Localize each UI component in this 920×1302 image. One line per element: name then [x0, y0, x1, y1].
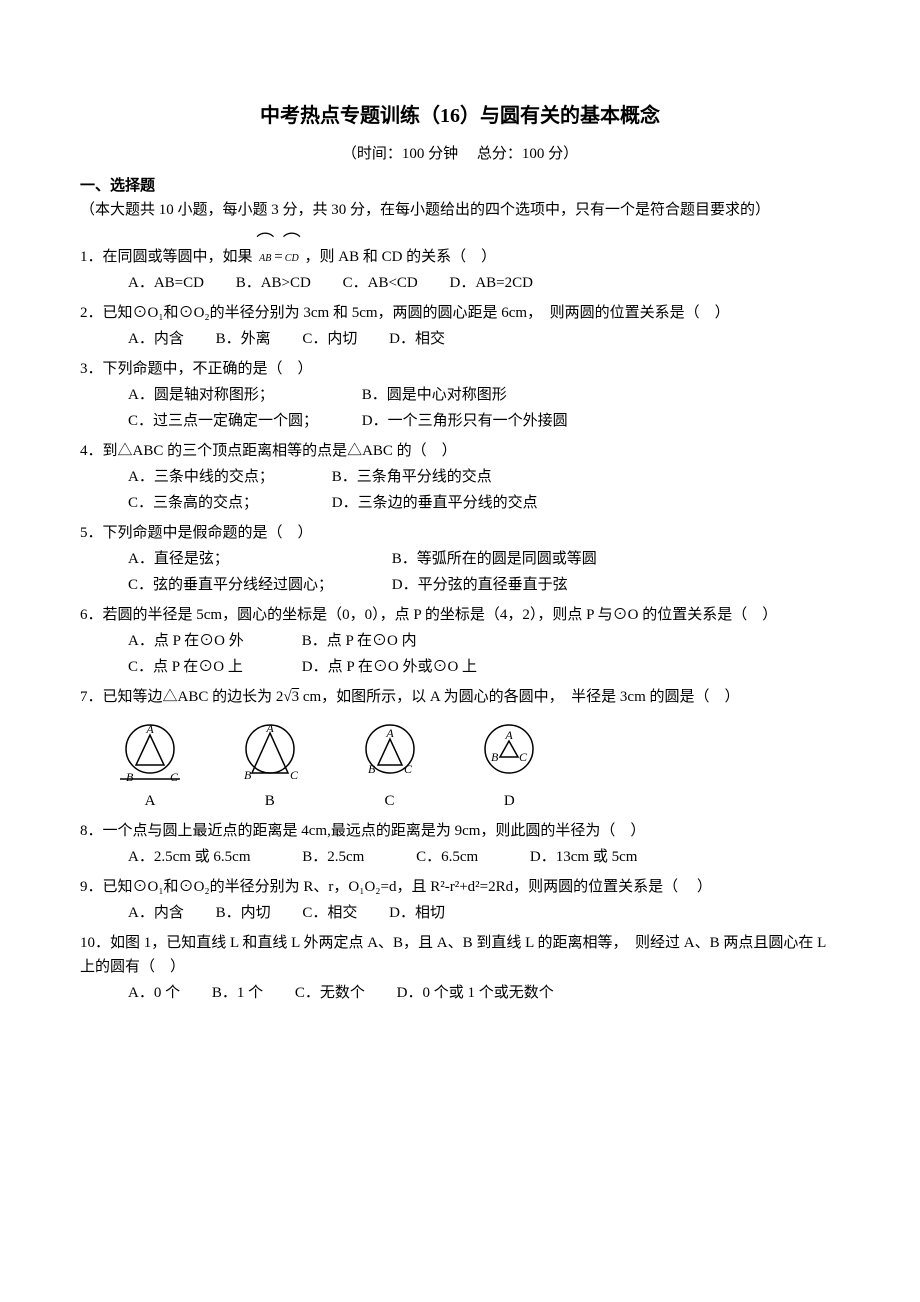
q5-opt-a: A．直径是弦； [128, 547, 388, 571]
question-6: 6．若圆的半径是 5cm，圆心的坐标是（0，0），点 P 的坐标是（4，2），则… [80, 603, 840, 679]
section-1-instructions: （本大题共 10 小题，每小题 3 分，共 30 分，在每小题给出的四个选项中，… [80, 202, 770, 218]
q6-opt-b: B．点 P 在⊙O 内 [302, 633, 417, 649]
q4-opt-c: C．三条高的交点； [128, 491, 328, 515]
svg-text:C: C [170, 770, 179, 784]
q9-opt-c: C．相交 [302, 901, 357, 925]
q8-opt-d: D．13cm 或 5cm [530, 845, 637, 869]
q7-prefix: 7．已知等边△ABC 的边长为 2 [80, 689, 283, 705]
svg-text:B: B [126, 770, 134, 784]
q6-opt-a: A．点 P 在⊙O 外 [128, 629, 298, 653]
diagram-d: A B C D [469, 719, 549, 813]
q5-opt-c: C．弦的垂直平分线经过圆心； [128, 573, 388, 597]
q5-options: A．直径是弦； B．等弧所在的圆是同圆或等圆 C．弦的垂直平分线经过圆心； D．… [128, 547, 840, 597]
diagram-c-label: C [350, 789, 430, 813]
q9-options: A．内含 B．内切 C．相交 D．相切 [128, 901, 840, 925]
q2-opt-b: B．外离 [216, 327, 271, 351]
arc-ab: ⌒AB [256, 228, 274, 267]
question-1: 1．在同圆或等圆中，如果 ⌒AB=⌒CD ，则 AB 和 CD 的关系（ ） A… [80, 228, 840, 295]
q6-opt-c: C．点 P 在⊙O 上 [128, 655, 298, 679]
q7-sqrt: 3 [292, 689, 300, 705]
q7-diagrams: A B C A A B C B A B C [110, 719, 840, 813]
question-10: 10．如图 1，已知直线 L 和直线 L 外两定点 A、B，且 A、B 到直线 … [80, 931, 840, 1005]
q1-options: A．AB=CD B．AB>CD C．AB<CD D．AB=2CD [128, 271, 840, 295]
svg-text:C: C [290, 768, 299, 782]
q4-opt-a: A．三条中线的交点； [128, 465, 328, 489]
q4-opt-d: D．三条边的垂直平分线的交点 [332, 495, 538, 511]
q10-options: A．0 个 B．1 个 C．无数个 D．0 个或 1 个或无数个 [128, 981, 840, 1005]
subtitle: （时间：100 分钟 总分：100 分） [80, 142, 840, 166]
q3-text: 3．下列命题中，不正确的是（ ） [80, 357, 840, 381]
section-1-label: 一、选择题 [80, 178, 155, 194]
question-2: 2．已知⊙O₁和⊙O₂的半径分别为 3cm 和 5cm，两圆的圆心距是 6cm，… [80, 301, 840, 351]
section-1-header: 一、选择题 （本大题共 10 小题，每小题 3 分，共 30 分，在每小题给出的四… [80, 174, 840, 222]
q10-opt-c: C．无数个 [295, 981, 365, 1005]
q1-opt-b: B．AB>CD [236, 271, 311, 295]
svg-text:A: A [505, 728, 514, 742]
svg-text:C: C [519, 750, 528, 764]
diagram-c: A B C C [350, 719, 430, 813]
q10-text: 10．如图 1，已知直线 L 和直线 L 外两定点 A、B，且 A、B 到直线 … [80, 931, 840, 979]
q2-opt-d: D．相交 [389, 327, 445, 351]
svg-text:A: A [145, 722, 154, 736]
q1-opt-d: D．AB=2CD [450, 271, 533, 295]
q8-opt-c: C．6.5cm [416, 845, 478, 869]
svg-text:B: B [491, 750, 499, 764]
diagram-a-label: A [110, 789, 190, 813]
q8-opt-b: B．2.5cm [302, 845, 364, 869]
page-title: 中考热点专题训练（16）与圆有关的基本概念 [80, 100, 840, 132]
q1-opt-c: C．AB<CD [343, 271, 418, 295]
question-9: 9．已知⊙O₁和⊙O₂的半径分别为 R、r，O₁O₂=d，且 R²-r²+d²=… [80, 875, 840, 925]
q10-opt-b: B．1 个 [212, 981, 263, 1005]
q1-opt-a: A．AB=CD [128, 271, 204, 295]
q10-opt-d: D．0 个或 1 个或无数个 [397, 981, 554, 1005]
q3-options: A．圆是轴对称图形； B．圆是中心对称图形 C．过三点一定确定一个圆； D．一个… [128, 383, 840, 433]
q9-opt-a: A．内含 [128, 901, 184, 925]
q8-options: A．2.5cm 或 6.5cm B．2.5cm C．6.5cm D．13cm 或… [128, 845, 840, 869]
q7-suffix: cm，如图所示，以 A 为圆心的各圆中， 半径是 3cm 的圆是（ ） [299, 689, 739, 705]
q6-text: 6．若圆的半径是 5cm，圆心的坐标是（0，0），点 P 的坐标是（4，2），则… [80, 603, 840, 627]
q5-opt-b: B．等弧所在的圆是同圆或等圆 [392, 551, 597, 567]
q9-text: 9．已知⊙O₁和⊙O₂的半径分别为 R、r，O₁O₂=d，且 R²-r²+d²=… [80, 875, 840, 899]
q9-opt-b: B．内切 [216, 901, 271, 925]
q4-text: 4．到△ABC 的三个顶点距离相等的点是△ABC 的（ ） [80, 439, 840, 463]
q2-opt-a: A．内含 [128, 327, 184, 351]
time-label: （时间：100 分钟 [342, 146, 458, 162]
q4-options: A．三条中线的交点； B．三条角平分线的交点 C．三条高的交点； D．三条边的垂… [128, 465, 840, 515]
q10-opt-a: A．0 个 [128, 981, 180, 1005]
q5-text: 5．下列命题中是假命题的是（ ） [80, 521, 840, 545]
svg-text:A: A [385, 726, 394, 740]
diagram-b: A B C B [230, 719, 310, 813]
q6-opt-d: D．点 P 在⊙O 外或⊙O 上 [302, 659, 477, 675]
q6-options: A．点 P 在⊙O 外 B．点 P 在⊙O 内 C．点 P 在⊙O 上 D．点 … [128, 629, 840, 679]
q9-opt-d: D．相切 [389, 901, 445, 925]
q2-text: 2．已知⊙O₁和⊙O₂的半径分别为 3cm 和 5cm，两圆的圆心距是 6cm，… [80, 301, 840, 325]
score-label: 总分：100 分） [477, 146, 578, 162]
q3-opt-c: C．过三点一定确定一个圆； [128, 409, 358, 433]
question-5: 5．下列命题中是假命题的是（ ） A．直径是弦； B．等弧所在的圆是同圆或等圆 … [80, 521, 840, 597]
arc-cd: ⌒CD [283, 228, 301, 267]
q2-options: A．内含 B．外离 C．内切 D．相交 [128, 327, 840, 351]
question-4: 4．到△ABC 的三个顶点距离相等的点是△ABC 的（ ） A．三条中线的交点；… [80, 439, 840, 515]
q1-mid: ，则 AB 和 CD 的关系（ ） [304, 249, 496, 265]
svg-text:B: B [368, 762, 376, 776]
q3-opt-b: B．圆是中心对称图形 [362, 387, 507, 403]
q5-opt-d: D．平分弦的直径垂直于弦 [392, 577, 568, 593]
question-3: 3．下列命题中，不正确的是（ ） A．圆是轴对称图形； B．圆是中心对称图形 C… [80, 357, 840, 433]
q3-opt-a: A．圆是轴对称图形； [128, 383, 358, 407]
q4-opt-b: B．三条角平分线的交点 [332, 469, 492, 485]
q8-text: 8．一个点与圆上最近点的距离是 4cm,最远点的距离是为 9cm，则此圆的半径为… [80, 819, 840, 843]
question-7: 7．已知等边△ABC 的边长为 2√3 cm，如图所示，以 A 为圆心的各圆中，… [80, 685, 840, 813]
diagram-a: A B C A [110, 719, 190, 813]
q2-opt-c: C．内切 [302, 327, 357, 351]
diagram-b-label: B [230, 789, 310, 813]
q8-opt-a: A．2.5cm 或 6.5cm [128, 845, 250, 869]
q3-opt-d: D．一个三角形只有一个外接圆 [362, 413, 568, 429]
question-8: 8．一个点与圆上最近点的距离是 4cm,最远点的距离是为 9cm，则此圆的半径为… [80, 819, 840, 869]
svg-text:B: B [244, 768, 252, 782]
svg-text:C: C [404, 762, 413, 776]
diagram-d-label: D [469, 789, 549, 813]
q1-prefix: 1．在同圆或等圆中，如果 [80, 249, 253, 265]
svg-text:A: A [265, 721, 274, 735]
